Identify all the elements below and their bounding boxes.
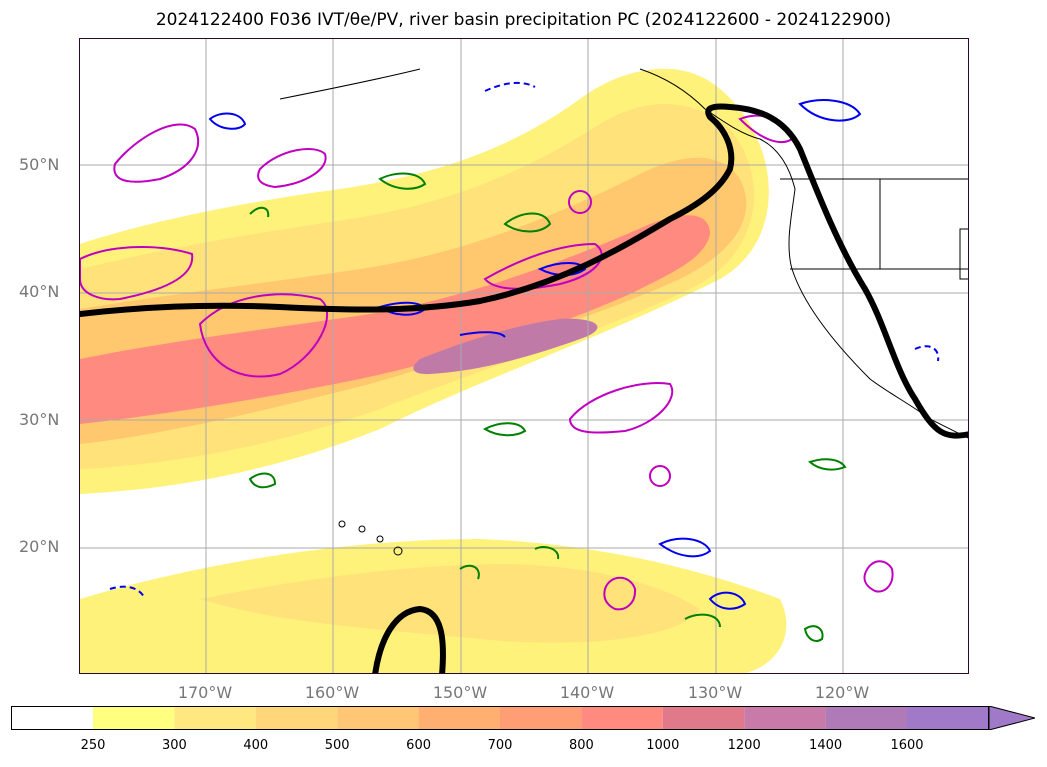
colorbar-tick-label: 400 xyxy=(243,738,269,753)
colorbar-extend-arrow xyxy=(988,706,1035,730)
colorbar-tick-label: 1400 xyxy=(809,738,843,753)
colorbar-tick-label: 800 xyxy=(568,738,594,753)
colorbar-tick-label: 1200 xyxy=(727,738,761,753)
lon-label-140w: 140°W xyxy=(559,683,615,702)
colorbar-segment xyxy=(11,706,93,730)
colorbar-segment xyxy=(907,706,989,730)
figure-title: 2024122400 F036 IVT/θe/PV, river basin p… xyxy=(155,10,892,30)
colorbar-tick-label: 300 xyxy=(161,738,187,753)
lat-label-40n: 40°N xyxy=(19,282,60,301)
ivt-band-1400 xyxy=(413,318,598,375)
colorbar-segment xyxy=(418,706,500,730)
colorbar-tick-label: 500 xyxy=(324,738,350,753)
colorbar-segment xyxy=(744,706,826,730)
map-canvas xyxy=(80,39,968,673)
colorbar xyxy=(11,706,1035,730)
colorbar-tick-label: 600 xyxy=(406,738,431,753)
ivt-band-800 xyxy=(80,215,710,424)
colorbar-segment xyxy=(581,706,663,730)
colorbar-tick-label: 700 xyxy=(487,738,513,753)
colorbar-segment xyxy=(500,706,582,730)
colorbar-segment xyxy=(337,706,419,730)
lon-label-150w: 150°W xyxy=(432,683,488,702)
lon-label-130w: 130°W xyxy=(687,683,743,702)
lon-label-160w: 160°W xyxy=(304,683,360,702)
map-panel xyxy=(79,38,969,674)
contours-green xyxy=(248,172,847,642)
colorbar-tick-label: 250 xyxy=(80,738,106,753)
colorbar-segment xyxy=(825,706,907,730)
colorbar-segment xyxy=(174,706,256,730)
thick-black-contour xyxy=(80,103,968,673)
colorbar-segment xyxy=(255,706,338,730)
lat-label-50n: 50°N xyxy=(19,155,60,174)
colorbar-tick-label: 1600 xyxy=(890,738,924,753)
hawaii-islands xyxy=(338,520,403,556)
colorbar-tick-label: 1000 xyxy=(646,738,680,753)
colorbar-segment xyxy=(93,706,175,730)
lon-label-170w: 170°W xyxy=(177,683,233,702)
lat-label-30n: 30°N xyxy=(19,410,60,429)
lat-label-20n: 20°N xyxy=(19,537,60,556)
graticule xyxy=(80,39,968,673)
ivt-shading xyxy=(80,68,787,673)
lon-label-120w: 120°W xyxy=(814,683,870,702)
colorbar-segment xyxy=(662,706,745,730)
ivt-band-south-inner xyxy=(200,564,700,643)
